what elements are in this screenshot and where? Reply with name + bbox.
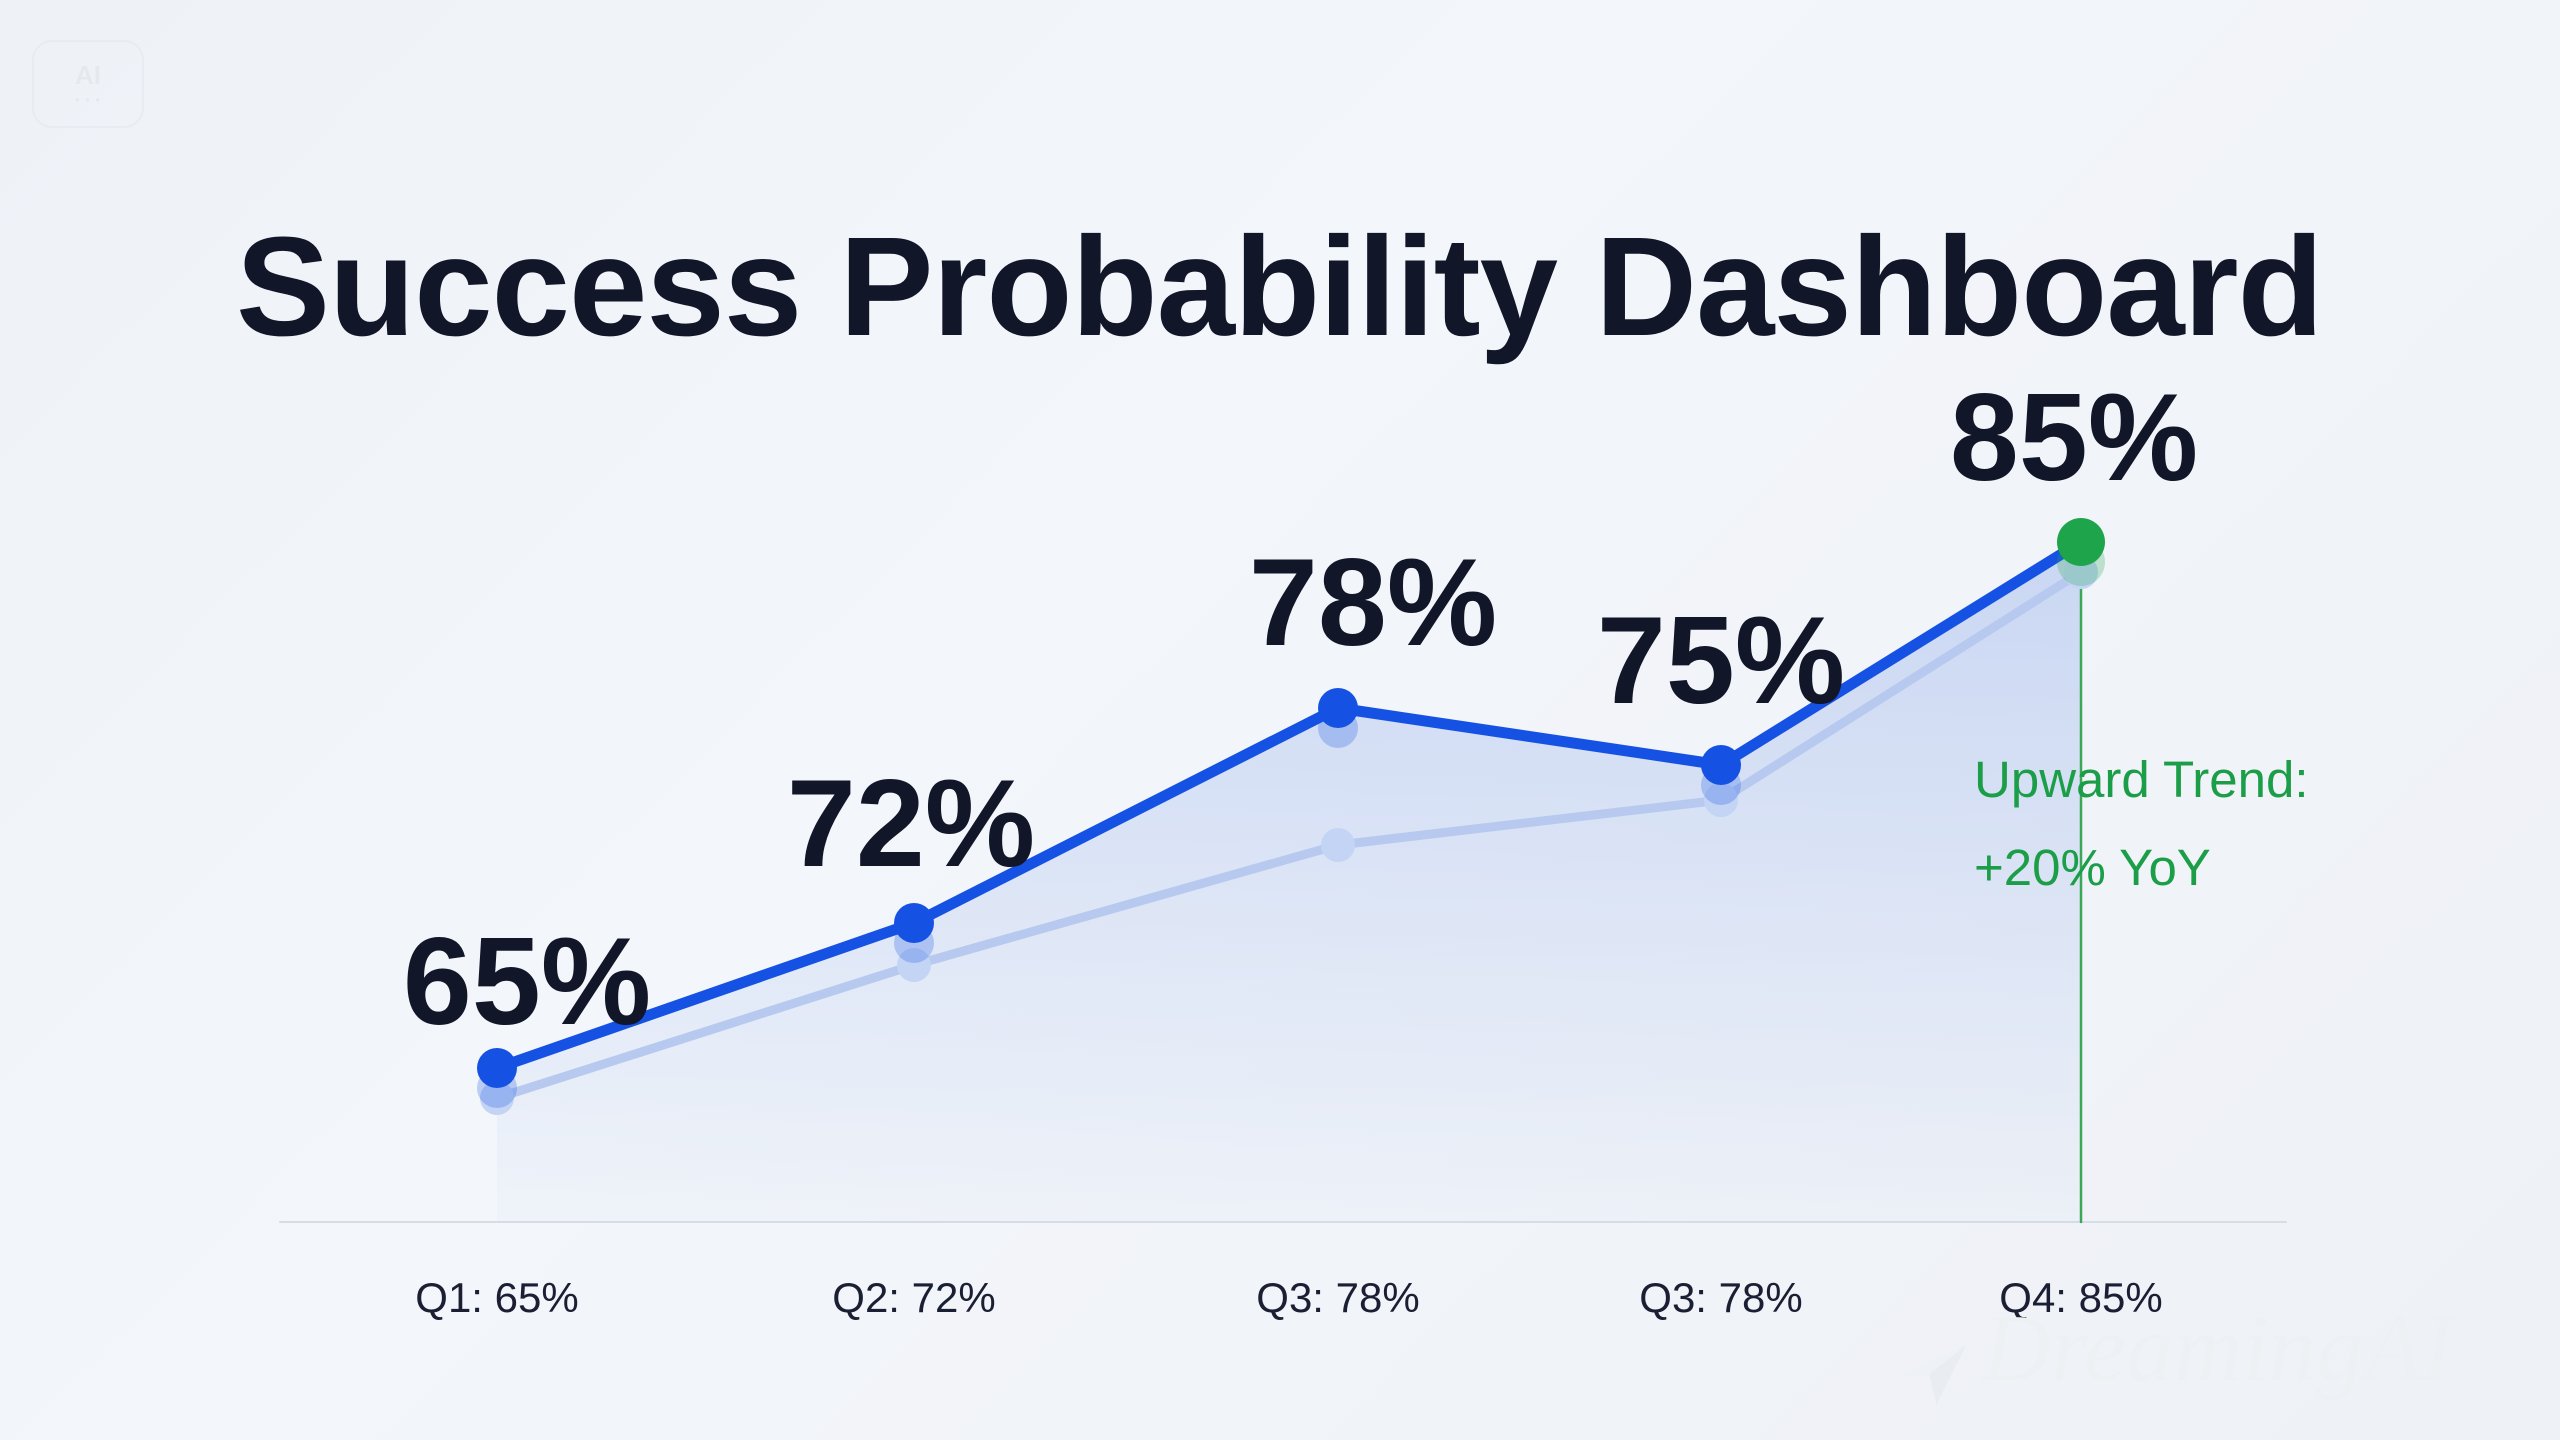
svg-text:78%: 78% xyxy=(1249,534,1497,672)
svg-text:+20% YoY: +20% YoY xyxy=(1974,839,2211,896)
svg-text:72%: 72% xyxy=(787,755,1035,893)
svg-text:65%: 65% xyxy=(403,913,651,1051)
svg-text:Q1: 65%: Q1: 65% xyxy=(415,1274,578,1321)
svg-text:75%: 75% xyxy=(1597,592,1845,730)
svg-text:Upward Trend:: Upward Trend: xyxy=(1974,751,2309,808)
svg-text:85%: 85% xyxy=(1950,369,2198,507)
svg-text:Q3: 78%: Q3: 78% xyxy=(1256,1274,1419,1321)
svg-text:Q2: 72%: Q2: 72% xyxy=(832,1274,995,1321)
svg-text:Q3: 78%: Q3: 78% xyxy=(1639,1274,1802,1321)
